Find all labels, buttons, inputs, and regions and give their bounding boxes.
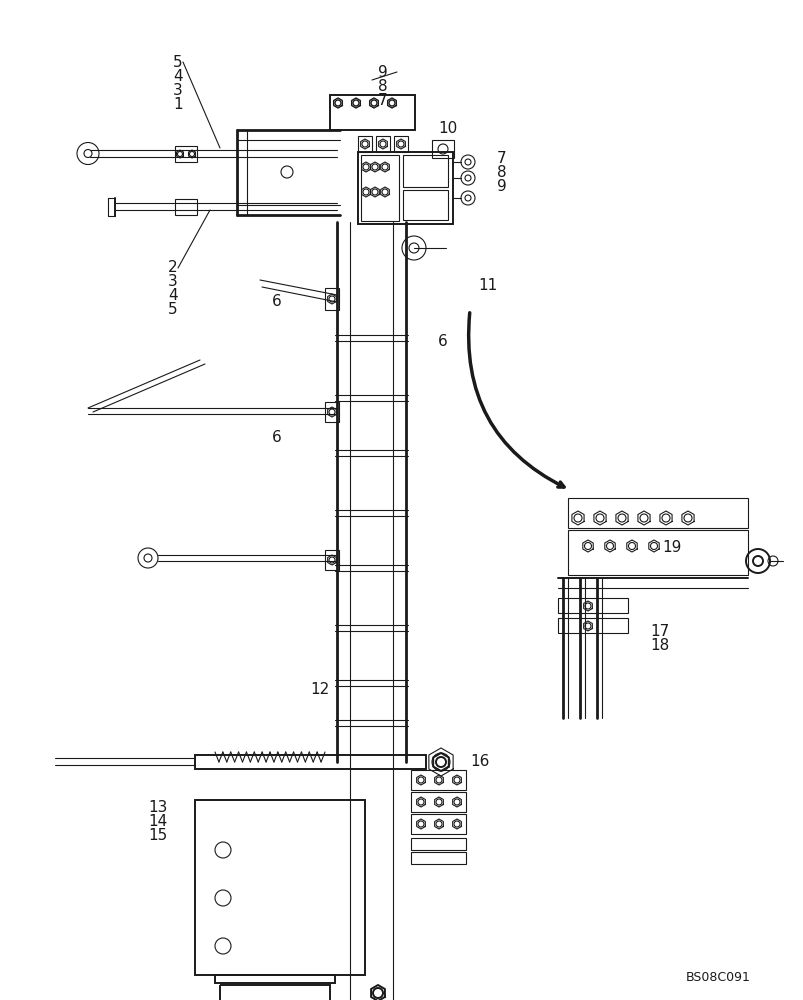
Text: 3: 3: [168, 274, 177, 290]
Text: 14: 14: [149, 814, 168, 829]
Text: 7: 7: [496, 151, 506, 166]
Bar: [175, 199, 197, 215]
Text: 6: 6: [271, 294, 281, 310]
Bar: [357, 152, 452, 224]
Text: 2: 2: [168, 260, 177, 275]
Text: 9: 9: [377, 65, 387, 80]
Text: 12: 12: [310, 682, 329, 698]
Bar: [214, 975, 335, 983]
Bar: [175, 146, 197, 162]
Text: 13: 13: [149, 800, 168, 815]
Bar: [567, 498, 747, 528]
Bar: [402, 155, 447, 187]
Bar: [324, 288, 339, 310]
Bar: [557, 618, 627, 633]
Text: 18: 18: [649, 639, 668, 654]
Text: 8: 8: [377, 79, 387, 94]
Bar: [393, 136, 407, 152]
Text: 16: 16: [470, 754, 489, 770]
Bar: [329, 95, 414, 130]
Bar: [410, 770, 466, 790]
Bar: [324, 402, 339, 422]
Text: 3: 3: [173, 83, 183, 98]
Text: 5: 5: [173, 55, 183, 70]
Text: 19: 19: [661, 540, 680, 556]
Text: 9: 9: [496, 179, 506, 194]
Bar: [361, 155, 398, 221]
Text: 6: 6: [438, 334, 447, 350]
Bar: [410, 852, 466, 864]
Bar: [195, 755, 426, 769]
Bar: [410, 792, 466, 812]
Bar: [220, 985, 329, 1000]
Bar: [410, 838, 466, 850]
Text: BS08C091: BS08C091: [685, 971, 750, 984]
Bar: [357, 136, 372, 152]
Bar: [324, 550, 339, 570]
Bar: [431, 140, 454, 158]
Bar: [376, 136, 389, 152]
Bar: [567, 530, 747, 575]
Text: 7: 7: [377, 93, 387, 108]
Text: 8: 8: [496, 165, 506, 180]
Text: 1: 1: [173, 97, 183, 112]
Bar: [557, 598, 627, 613]
Text: 6: 6: [271, 430, 281, 446]
Bar: [402, 190, 447, 220]
Bar: [195, 800, 365, 975]
Text: 5: 5: [168, 302, 177, 318]
Text: 15: 15: [149, 828, 168, 843]
Text: 17: 17: [649, 624, 668, 640]
Bar: [410, 814, 466, 834]
Text: 4: 4: [168, 288, 177, 304]
Text: 10: 10: [438, 121, 457, 136]
Text: 11: 11: [478, 277, 496, 292]
Text: 4: 4: [173, 69, 183, 84]
